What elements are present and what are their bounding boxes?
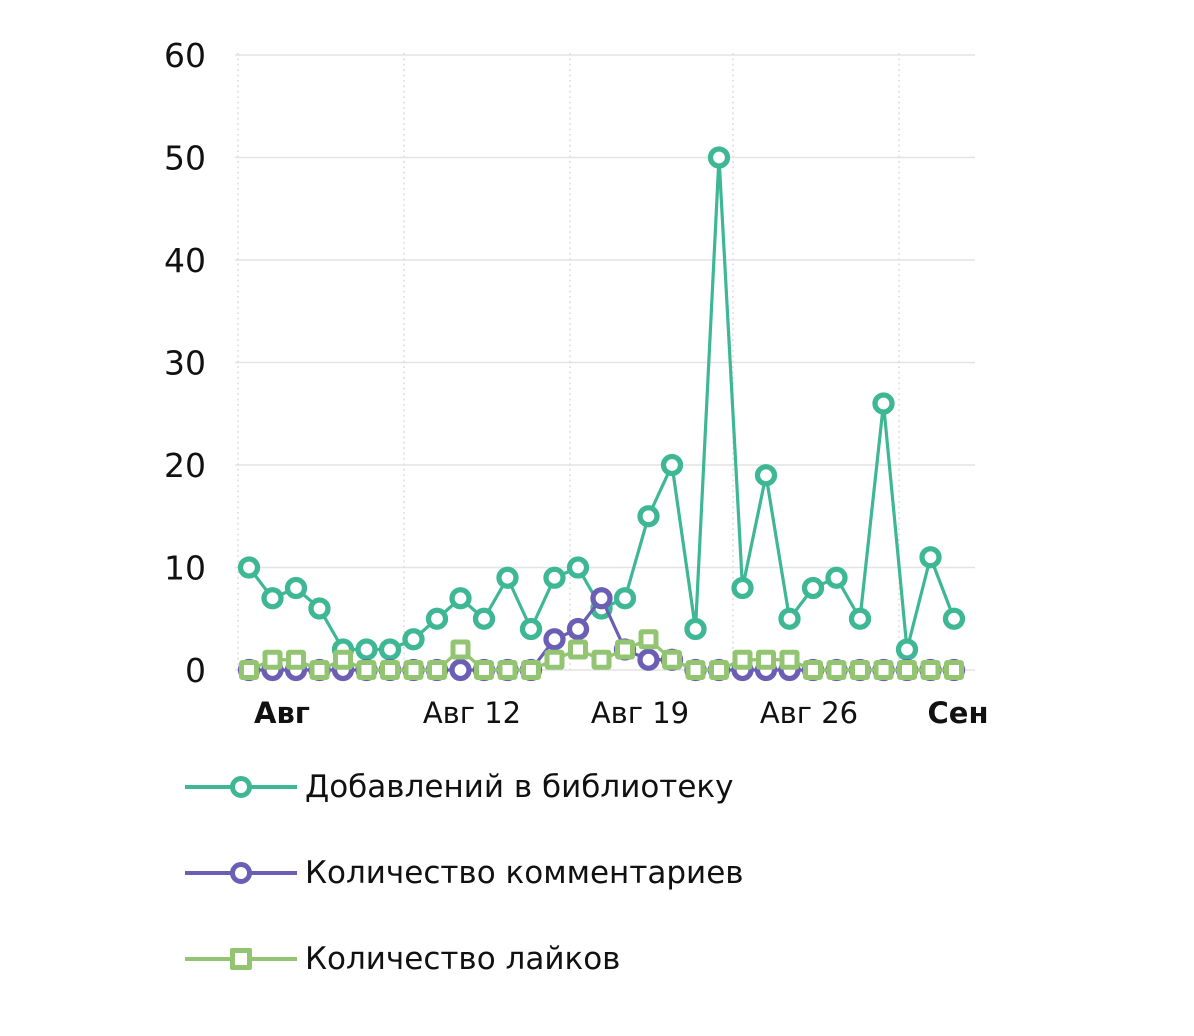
likes-count-marker-icon <box>185 947 297 971</box>
data-point-marker[interactable] <box>638 629 659 650</box>
data-point-marker[interactable] <box>709 660 729 680</box>
data-point-marker[interactable] <box>474 660 494 680</box>
data-point-marker[interactable] <box>919 546 942 569</box>
library-additions-marker-icon <box>185 775 297 799</box>
data-point-marker[interactable] <box>942 607 966 630</box>
legend-item-library-additions[interactable]: Добавлений в библиотеку <box>185 756 744 818</box>
data-point-marker[interactable] <box>731 576 754 600</box>
data-point-marker[interactable] <box>660 453 684 477</box>
data-point-marker[interactable] <box>286 649 306 670</box>
data-point-marker[interactable] <box>449 587 472 610</box>
data-point-marker[interactable] <box>543 628 566 651</box>
legend-label-library-additions: Добавлений в библиотеку <box>305 769 734 805</box>
data-point-marker[interactable] <box>262 649 283 670</box>
data-point-marker[interactable] <box>825 566 848 589</box>
y-axis-tick-labels: 0 10 20 30 40 50 60 <box>164 36 206 690</box>
chart-legend: Добавлений в библиотеку Количество комме… <box>185 756 744 990</box>
data-point-marker[interactable] <box>895 638 919 661</box>
x-axis-tick-labels: Авг Авг 12 Авг 19 Авг 26 Сен <box>254 696 988 730</box>
data-point-marker[interactable] <box>237 556 261 579</box>
data-point-marker[interactable] <box>403 660 424 680</box>
series-2 <box>239 629 964 680</box>
comments-count-marker-icon <box>185 861 297 885</box>
data-point-marker[interactable] <box>566 617 590 641</box>
x-tick-label: Авг 19 <box>591 696 689 730</box>
data-point-marker[interactable] <box>496 566 519 589</box>
data-point-marker[interactable] <box>732 649 753 670</box>
data-point-marker[interactable] <box>662 649 682 670</box>
data-point-marker[interactable] <box>566 556 590 579</box>
data-point-marker[interactable] <box>356 660 377 680</box>
data-point-marker[interactable] <box>519 617 543 641</box>
data-point-marker[interactable] <box>801 576 825 600</box>
series-line <box>247 155 956 652</box>
data-point-marker[interactable] <box>848 607 872 630</box>
data-point-marker[interactable] <box>944 660 964 680</box>
y-tick-label: 0 <box>185 651 206 690</box>
legend-label-comments-count: Количество комментариев <box>305 855 744 891</box>
data-point-marker[interactable] <box>402 628 425 651</box>
data-point-marker[interactable] <box>615 639 635 660</box>
data-point-marker[interactable] <box>637 648 660 671</box>
data-point-marker[interactable] <box>472 607 496 630</box>
data-point-marker[interactable] <box>450 639 471 660</box>
y-tick-label: 20 <box>164 446 206 485</box>
series-0 <box>237 146 966 661</box>
legend-label-likes-count: Количество лайков <box>305 941 621 977</box>
y-tick-label: 60 <box>164 36 206 75</box>
data-point-marker[interactable] <box>425 607 449 630</box>
data-point-marker[interactable] <box>779 649 800 670</box>
data-point-marker[interactable] <box>684 617 707 641</box>
data-point-marker[interactable] <box>543 566 566 589</box>
data-point-marker[interactable] <box>427 660 447 680</box>
legend-item-comments-count[interactable]: Количество комментариев <box>185 842 744 904</box>
data-point-marker[interactable] <box>897 660 917 680</box>
data-point-marker[interactable] <box>707 146 731 169</box>
y-tick-label: 30 <box>164 344 206 383</box>
data-point-marker[interactable] <box>685 660 706 680</box>
data-point-marker[interactable] <box>637 505 660 528</box>
data-point-marker[interactable] <box>284 576 308 600</box>
data-point-marker[interactable] <box>872 392 895 415</box>
data-point-marker[interactable] <box>591 649 612 670</box>
chart-plot-area: 0 10 20 30 40 50 60 Авг Авг 12 Авг 19 Авг 26 Сен <box>164 36 989 730</box>
data-point-marker[interactable] <box>333 649 353 670</box>
x-tick-label: Авг 26 <box>760 696 858 730</box>
x-tick-label: Авг 12 <box>423 696 521 730</box>
y-tick-label: 10 <box>164 549 206 588</box>
data-point-marker[interactable] <box>355 638 378 661</box>
x-tick-label: Сен <box>928 696 989 730</box>
data-point-marker[interactable] <box>590 587 613 610</box>
data-point-marker[interactable] <box>308 597 331 620</box>
data-point-marker[interactable] <box>261 587 284 610</box>
data-point-marker[interactable] <box>521 660 541 680</box>
data-point-marker[interactable] <box>309 660 330 680</box>
legend-item-likes-count[interactable]: Количество лайков <box>185 928 744 990</box>
data-point-marker[interactable] <box>850 660 870 680</box>
data-point-marker[interactable] <box>380 660 400 680</box>
data-point-marker[interactable] <box>613 587 637 610</box>
data-point-marker[interactable] <box>920 660 941 680</box>
data-point-marker[interactable] <box>544 649 565 670</box>
x-tick-label: Авг <box>254 696 310 730</box>
data-point-marker[interactable] <box>497 660 518 680</box>
data-point-marker[interactable] <box>778 607 801 630</box>
data-point-marker[interactable] <box>826 660 847 680</box>
data-point-marker[interactable] <box>754 464 778 487</box>
data-point-marker[interactable] <box>378 638 402 661</box>
data-point-marker[interactable] <box>873 660 894 680</box>
data-point-marker[interactable] <box>756 649 776 670</box>
y-tick-label: 40 <box>164 241 206 280</box>
y-tick-label: 50 <box>164 139 206 178</box>
data-point-marker[interactable] <box>449 658 472 682</box>
data-point-marker[interactable] <box>239 660 259 680</box>
data-point-marker[interactable] <box>568 639 588 660</box>
data-point-marker[interactable] <box>803 660 823 680</box>
